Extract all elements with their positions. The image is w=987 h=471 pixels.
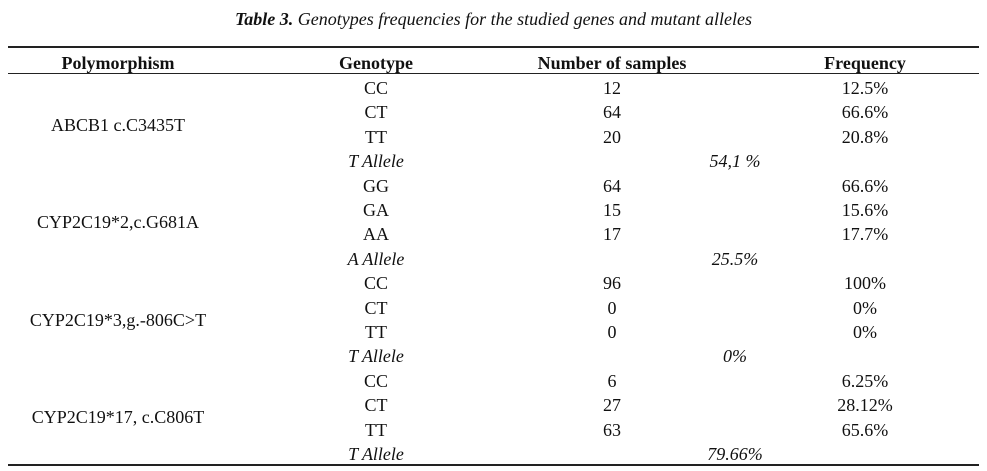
top-rule	[8, 46, 979, 48]
header-polymorphism: Polymorphism	[61, 53, 175, 73]
polymorphism: CYP2C19*2,c.G681A	[36, 212, 200, 233]
polymorphism: CYP2C19*17, c.C806T	[31, 407, 205, 428]
frequency: 12.5%	[841, 78, 889, 98]
frequency: 100%	[844, 273, 886, 294]
allele-label: T Allele	[348, 444, 404, 464]
polymorphism: ABCB1 c.C3435T	[50, 114, 186, 135]
frequency: 6.25%	[841, 370, 889, 391]
frequency: 0%	[853, 322, 877, 342]
caption-text: Genotypes frequencies for the studied ge…	[297, 9, 753, 29]
allele-label: A Allele	[347, 248, 405, 269]
sample-count: 64	[603, 102, 621, 123]
frequency: 66.6%	[841, 175, 889, 196]
allele-frequency: 79.66%	[707, 444, 763, 464]
genotype: GG	[363, 175, 389, 196]
genotype: CT	[364, 395, 388, 416]
sample-count: 6	[607, 370, 617, 391]
allele-frequency: 54,1 %	[709, 151, 761, 172]
header-genotype: Genotype	[339, 53, 413, 73]
genotype: CT	[364, 297, 388, 318]
genotype: TT	[365, 419, 387, 440]
genotype: GA	[363, 200, 389, 220]
sample-count: 20	[603, 126, 621, 147]
sample-count: 63	[603, 419, 621, 440]
frequency: 20.8%	[841, 126, 889, 147]
allele-frequency: 0%	[723, 346, 747, 367]
genotype: CC	[363, 273, 389, 294]
frequency: 28.12%	[837, 395, 893, 416]
sample-count: 17	[603, 224, 621, 245]
genotype: TT	[365, 322, 387, 342]
genotype: CT	[364, 102, 388, 123]
sample-count: 96	[603, 273, 621, 294]
allele-label: T Allele	[348, 346, 404, 367]
header-sample-count: Number of samples	[537, 53, 687, 73]
sample-count: 15	[603, 200, 621, 220]
genotype: AA	[363, 224, 389, 245]
allele-label: T Allele	[348, 151, 404, 172]
frequency: 66.6%	[841, 102, 889, 123]
frequency: 0%	[853, 297, 877, 318]
genotype: CC	[363, 78, 389, 98]
header-rule	[8, 73, 979, 74]
header-frequency: Frequency	[824, 53, 906, 73]
sample-count: 0	[607, 322, 617, 342]
table-caption: Table 3. Genotypes frequencies for the s…	[0, 9, 987, 30]
frequency: 15.6%	[841, 200, 889, 220]
bottom-rule	[8, 464, 979, 466]
allele-frequency: 25.5%	[711, 248, 759, 269]
genotype: TT	[365, 126, 387, 147]
frequency: 65.6%	[841, 419, 889, 440]
frequency: 17.7%	[841, 224, 889, 245]
genotype: CC	[363, 370, 389, 391]
caption-label: Table 3.	[234, 9, 294, 29]
polymorphism: CYP2C19*3,g.-806C>T	[29, 309, 207, 330]
sample-count: 0	[607, 297, 617, 318]
sample-count: 12	[603, 78, 621, 98]
sample-count: 64	[603, 175, 621, 196]
sample-count: 27	[603, 395, 621, 416]
